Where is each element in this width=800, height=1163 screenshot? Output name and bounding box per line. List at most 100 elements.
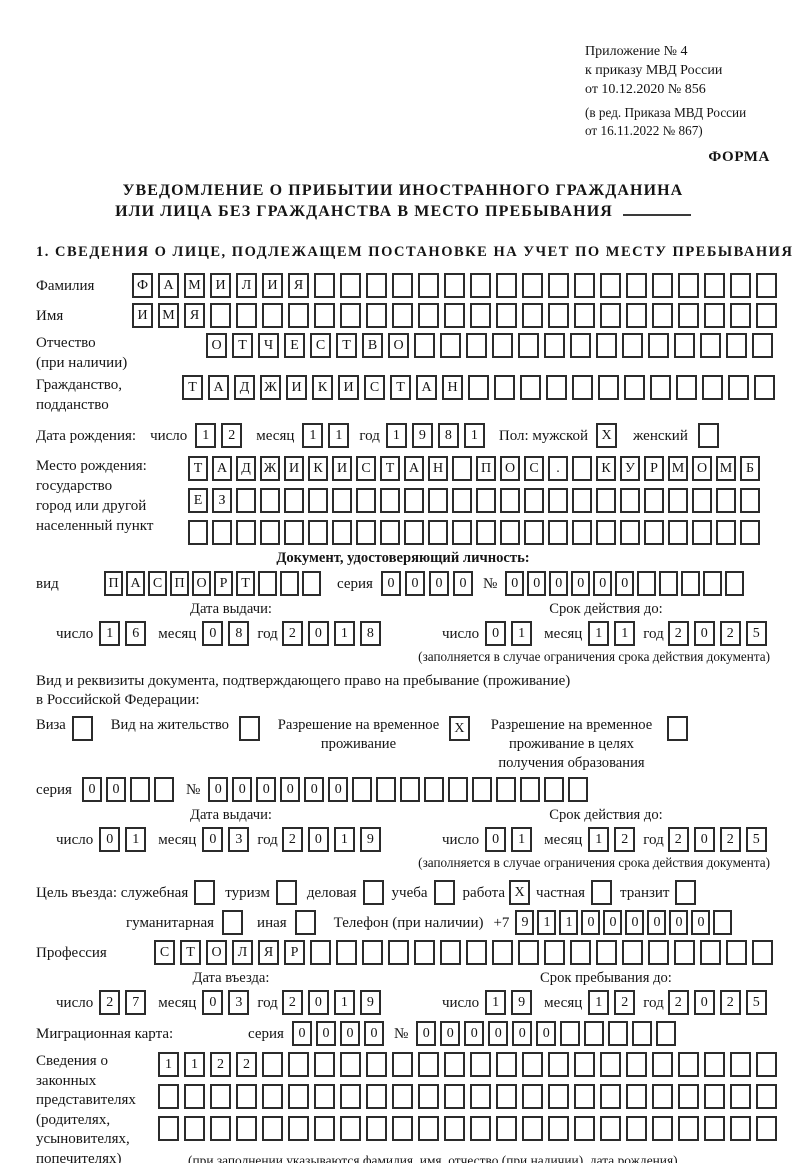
representatives-label: Сведения о законных представителях (роди… [36,1053,136,1163]
char-box [496,777,517,802]
char-box: А [126,571,145,596]
series-label: серия [337,575,373,592]
char-box: К [596,456,616,481]
char-box [366,1084,387,1109]
char-box: 2 [281,621,303,646]
phone-prefix: +7 [493,914,510,931]
char-box [730,1052,751,1077]
char-box [644,520,664,545]
char-box: С [364,375,385,400]
char-box [574,1052,595,1077]
char-box [675,880,697,905]
char-box [314,1052,335,1077]
char-box [448,777,469,802]
option-temp-residence: Разрешение на временное проживание X [276,716,470,754]
purpose-private-checkbox [591,880,613,905]
char-box: 0 [549,571,569,596]
representatives-note: (при заполнении указываются фамилия, имя… [188,1153,678,1163]
char-box: 8 [437,423,459,448]
char-box [340,273,361,298]
char-box [652,273,673,298]
char-box [622,333,643,358]
char-box [468,375,489,400]
char-box: П [170,571,189,596]
char-box [522,1084,543,1109]
char-box [194,880,216,905]
char-box: 1 [184,1052,205,1077]
char-box: 1 [559,910,579,935]
char-box: 0 [669,910,689,935]
char-box [352,777,373,802]
issue-caption: Дата выдачи: [189,807,272,823]
char-box [674,333,695,358]
char-box: 0 [81,777,102,802]
birthplace-block: Место рождения: государство город или др… [36,456,770,545]
char-box [596,520,616,545]
char-box [544,940,565,965]
number-label: № [393,1025,409,1042]
char-box [262,1116,283,1141]
char-box [600,273,621,298]
char-box: Н [428,456,448,481]
char-box: А [208,375,229,400]
sex-female-label: женский [633,427,688,444]
header-line: от 16.11.2022 № 867) [585,123,703,138]
char-box [400,777,421,802]
char-box [428,520,448,545]
char-box: 0 [202,990,224,1015]
char-box [548,1116,569,1141]
char-box: И [262,273,283,298]
option-temp-residence-checkbox: X [448,716,470,741]
char-box [302,571,321,596]
char-box [388,940,409,965]
year-label: год [643,625,664,642]
char-box [236,1084,257,1109]
char-box [466,333,487,358]
birthdate-label: Дата рождения: [36,427,137,444]
char-box [470,303,491,328]
char-box: 7 [125,990,147,1015]
char-box [392,1084,413,1109]
purpose-business-checkbox [362,880,384,905]
char-box [702,375,723,400]
day-label: число [441,994,480,1011]
char-box [236,303,257,328]
char-box [366,1052,387,1077]
char-box [222,910,244,935]
char-box: 2 [236,1052,257,1077]
char-box [700,940,721,965]
char-box: 0 [99,827,121,852]
char-box [596,333,617,358]
char-box [414,940,435,965]
char-box: С [154,940,175,965]
char-box [697,423,719,448]
char-box: 0 [505,571,525,596]
sex-female-checkbox [697,423,719,448]
char-box [681,571,701,596]
char-box: 9 [359,827,381,852]
char-box [548,520,568,545]
char-box [644,488,664,513]
char-box [332,488,352,513]
section1-heading: 1. СВЕДЕНИЯ О ЛИЦЕ, ПОДЛЕЖАЩЕМ ПОСТАНОВК… [36,244,794,260]
purpose-row: Цель въезда: служебная туризм деловая уч… [36,880,770,905]
char-box: 3 [228,990,250,1015]
char-box: О [500,456,520,481]
char-box: 1 [158,1052,179,1077]
char-box: О [206,940,227,965]
purpose-work-label: работа [462,884,506,901]
char-box: Т [380,456,400,481]
char-box [704,303,725,328]
char-box: 1 [328,423,350,448]
char-box [740,488,760,513]
char-box [716,488,736,513]
char-box: Ч [258,333,279,358]
